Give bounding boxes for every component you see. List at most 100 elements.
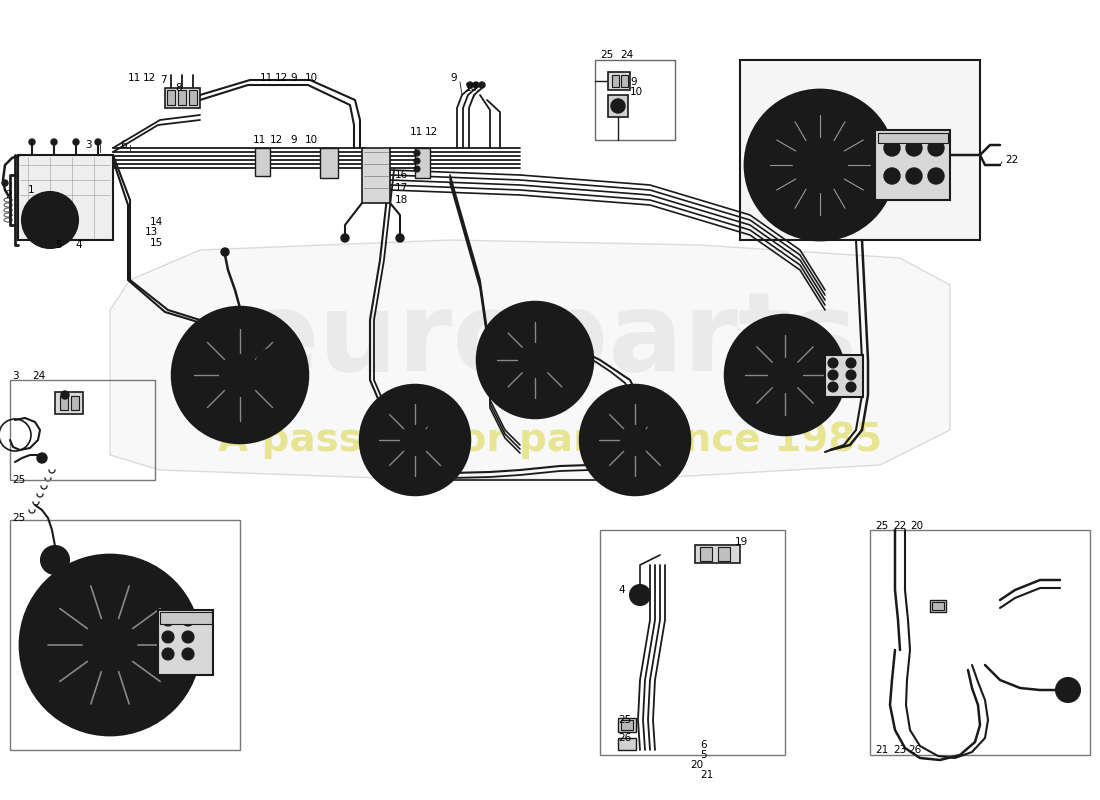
Circle shape [20,555,200,735]
Circle shape [884,168,900,184]
Circle shape [828,358,838,368]
Bar [740,60,980,240]
Text: 2: 2 [6,190,12,200]
Text: 26: 26 [908,745,922,755]
Circle shape [162,614,174,626]
Circle shape [657,423,675,441]
Bar [178,90,186,105]
Bar [932,602,944,610]
Circle shape [473,82,478,88]
Circle shape [41,546,69,574]
Bar [72,396,79,410]
Text: 13: 13 [145,227,158,237]
Text: 20: 20 [910,521,923,531]
Circle shape [540,330,584,374]
Circle shape [172,307,308,443]
Circle shape [928,140,944,156]
Text: 12: 12 [275,73,288,83]
Bar [608,72,630,90]
Circle shape [414,158,420,164]
Bar [930,600,946,612]
Text: 24: 24 [620,50,634,60]
Bar [695,545,740,563]
Circle shape [396,234,404,242]
Circle shape [221,248,229,256]
Circle shape [162,631,174,643]
Bar [700,547,712,561]
Bar [718,547,730,561]
Text: 10: 10 [630,87,644,97]
Text: 25: 25 [600,50,614,60]
Circle shape [32,202,68,238]
Circle shape [82,617,138,673]
Circle shape [100,635,120,655]
Text: 11: 11 [410,127,424,137]
Circle shape [73,139,79,145]
Circle shape [1056,678,1080,702]
Circle shape [810,155,830,175]
Text: 21: 21 [700,770,713,780]
Circle shape [828,370,838,380]
Bar [621,75,628,87]
Circle shape [615,103,622,109]
Text: 12: 12 [270,135,284,145]
Circle shape [182,648,194,660]
Bar [18,155,113,240]
Bar [618,738,636,750]
Text: 5: 5 [700,750,706,760]
Text: 9: 9 [630,77,637,87]
Circle shape [580,385,690,495]
Circle shape [360,385,470,495]
Circle shape [437,423,455,441]
Circle shape [906,140,922,156]
Bar [160,612,212,624]
Circle shape [1062,684,1074,696]
Circle shape [51,139,57,145]
Bar [612,75,619,87]
Bar [10,380,155,480]
Text: 7: 7 [160,75,166,85]
Circle shape [192,327,288,423]
Circle shape [42,212,58,228]
Circle shape [468,82,473,88]
Text: 17: 17 [395,183,408,193]
Text: 12: 12 [425,127,438,137]
Circle shape [745,90,895,240]
Circle shape [95,139,101,145]
Text: 25: 25 [618,715,631,725]
Circle shape [399,424,431,456]
Bar [878,133,948,143]
Text: 3: 3 [85,140,91,150]
Circle shape [597,402,673,478]
Circle shape [478,82,485,88]
Text: 10: 10 [305,73,318,83]
Circle shape [610,99,625,113]
Text: 12: 12 [143,73,156,83]
Text: 9: 9 [450,73,456,83]
Text: 18: 18 [395,195,408,205]
Text: 23: 23 [893,745,906,755]
Circle shape [37,453,47,463]
Text: 22: 22 [893,521,906,531]
Circle shape [846,370,856,380]
Bar [158,610,213,675]
Text: 25: 25 [12,475,25,485]
Circle shape [46,581,174,709]
Circle shape [29,139,35,145]
Circle shape [551,341,573,363]
Text: 4: 4 [618,585,625,595]
Text: 24: 24 [32,371,45,381]
Circle shape [377,402,453,478]
Bar [415,148,430,178]
Circle shape [795,140,845,190]
Circle shape [414,166,420,172]
Circle shape [828,382,838,392]
Circle shape [725,315,845,435]
Text: 10: 10 [305,135,318,145]
Text: 9: 9 [290,73,297,83]
Circle shape [619,424,651,456]
Bar [621,720,632,730]
Text: 3: 3 [12,371,19,381]
Text: 21: 21 [874,745,889,755]
Circle shape [428,414,464,450]
